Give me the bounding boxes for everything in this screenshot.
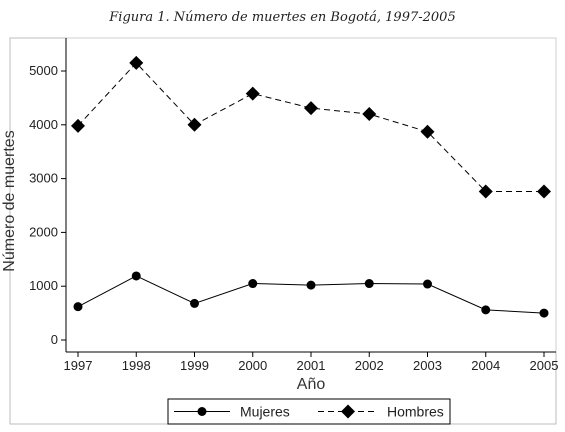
data-point-hombres: [420, 124, 435, 139]
x-tick-label: 2003: [413, 358, 442, 373]
data-point-hombres: [478, 184, 493, 199]
x-tick-label: 2002: [355, 358, 384, 373]
figure-title: Figura 1. Número de muertes en Bogotá, 1…: [109, 10, 456, 25]
data-point-mujeres: [364, 279, 374, 289]
x-tick-label: 1997: [64, 358, 93, 373]
x-tick-label: 1998: [122, 358, 151, 373]
data-point-mujeres: [481, 305, 491, 315]
y-tick-label: 2000: [29, 224, 58, 239]
y-tick-label: 1000: [29, 278, 58, 293]
y-tick-label: 0: [51, 332, 58, 347]
data-point-mujeres: [131, 271, 141, 281]
data-point-hombres: [362, 107, 377, 122]
x-tick-label: 2005: [530, 358, 559, 373]
legend-marker-hombres: [341, 404, 355, 419]
data-point-mujeres: [73, 302, 83, 312]
data-point-hombres: [304, 101, 318, 116]
data-point-mujeres: [306, 280, 316, 290]
data-point-hombres: [129, 55, 144, 70]
data-point-mujeres: [423, 279, 432, 289]
series-line-hombres: [77, 62, 544, 193]
legend-label-mujeres: Mujeres: [240, 404, 290, 420]
data-point-hombres: [245, 86, 260, 101]
x-tick-label: 2001: [297, 358, 326, 373]
y-tick-label: 5000: [29, 63, 58, 78]
series-layer: [71, 55, 551, 318]
data-point-hombres: [71, 118, 85, 133]
y-tick-label: 4000: [29, 117, 58, 132]
data-point-hombres: [537, 184, 551, 199]
legend-label-hombres: Hombres: [387, 404, 444, 420]
legend: Mujeres Hombres: [167, 398, 451, 425]
data-point-mujeres: [248, 279, 258, 289]
data-point-hombres: [187, 117, 202, 132]
data-point-mujeres: [539, 308, 549, 318]
legend-marker-mujeres: [197, 407, 207, 416]
x-tick-label: 2000: [238, 358, 267, 373]
x-tick-label: 1999: [180, 358, 209, 373]
x-tick-label: 2004: [471, 358, 500, 373]
y-axis-title: Número de muertes: [1, 130, 18, 271]
axes-layer: 0 1000 2000 3000 4000 5000 1997 1998 1999 2000 200…: [29, 37, 559, 373]
data-point-mujeres: [190, 298, 199, 308]
x-axis-title: Año: [297, 376, 326, 393]
y-tick-label: 3000: [29, 171, 58, 186]
